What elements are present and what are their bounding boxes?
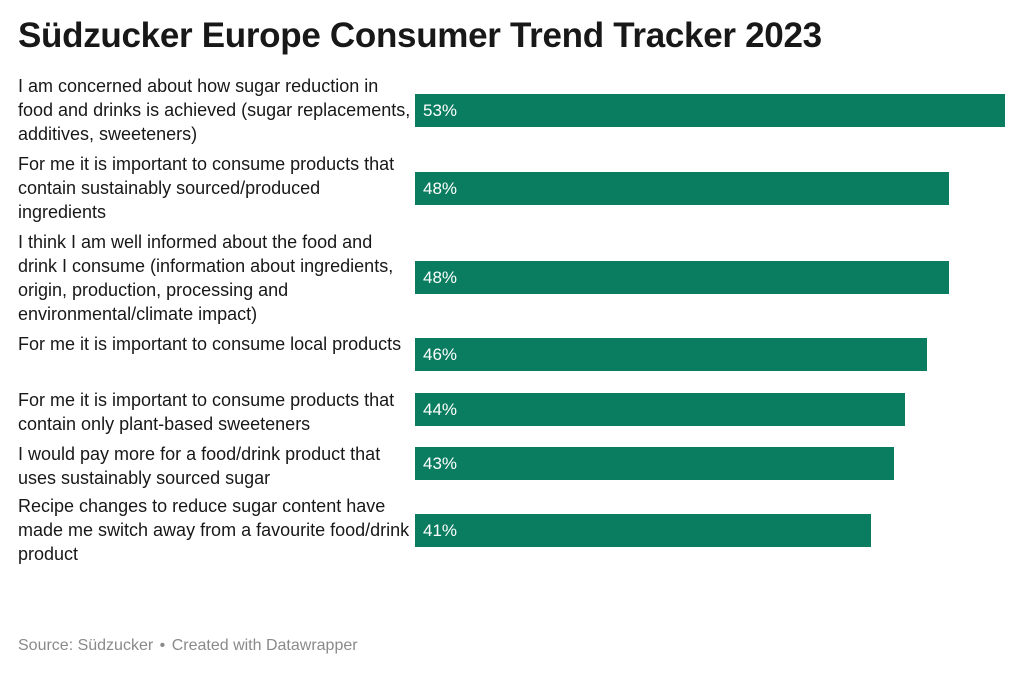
bar-value-label: 48% <box>423 268 458 287</box>
bar-value-label: 41% <box>423 521 458 540</box>
created-with-link[interactable]: Created with Datawrapper <box>171 637 358 654</box>
bar[interactable] <box>415 514 871 547</box>
bar[interactable] <box>415 393 905 426</box>
bar-value-label: 43% <box>423 454 458 473</box>
category-label: For me it is important to consume produc… <box>18 390 395 434</box>
bar[interactable] <box>415 172 949 205</box>
bar-value-label: 48% <box>423 179 458 198</box>
bar[interactable] <box>415 261 949 294</box>
category-label: I am concerned about how sugar reduction… <box>18 76 411 144</box>
bar-value-label: 53% <box>423 101 458 120</box>
category-label: For me it is important to consume local … <box>18 334 402 354</box>
footer: Source: Südzucker • Created with Datawra… <box>18 637 358 655</box>
page-title: Südzucker Europe Consumer Trend Tracker … <box>18 16 822 55</box>
bar-value-label: 44% <box>423 400 458 419</box>
bar-value-label: 46% <box>423 345 458 364</box>
footer-separator: • <box>159 637 166 654</box>
category-label: Recipe changes to reduce sugar content h… <box>18 496 410 564</box>
category-label: I would pay more for a food/drink produc… <box>18 444 381 488</box>
category-label: I think I am well informed about the foo… <box>18 232 394 324</box>
bar[interactable] <box>415 338 927 371</box>
bar[interactable] <box>415 447 894 480</box>
source-note: Source: Südzucker <box>18 637 154 654</box>
category-label: For me it is important to consume produc… <box>18 154 395 222</box>
bar[interactable] <box>415 94 1005 127</box>
